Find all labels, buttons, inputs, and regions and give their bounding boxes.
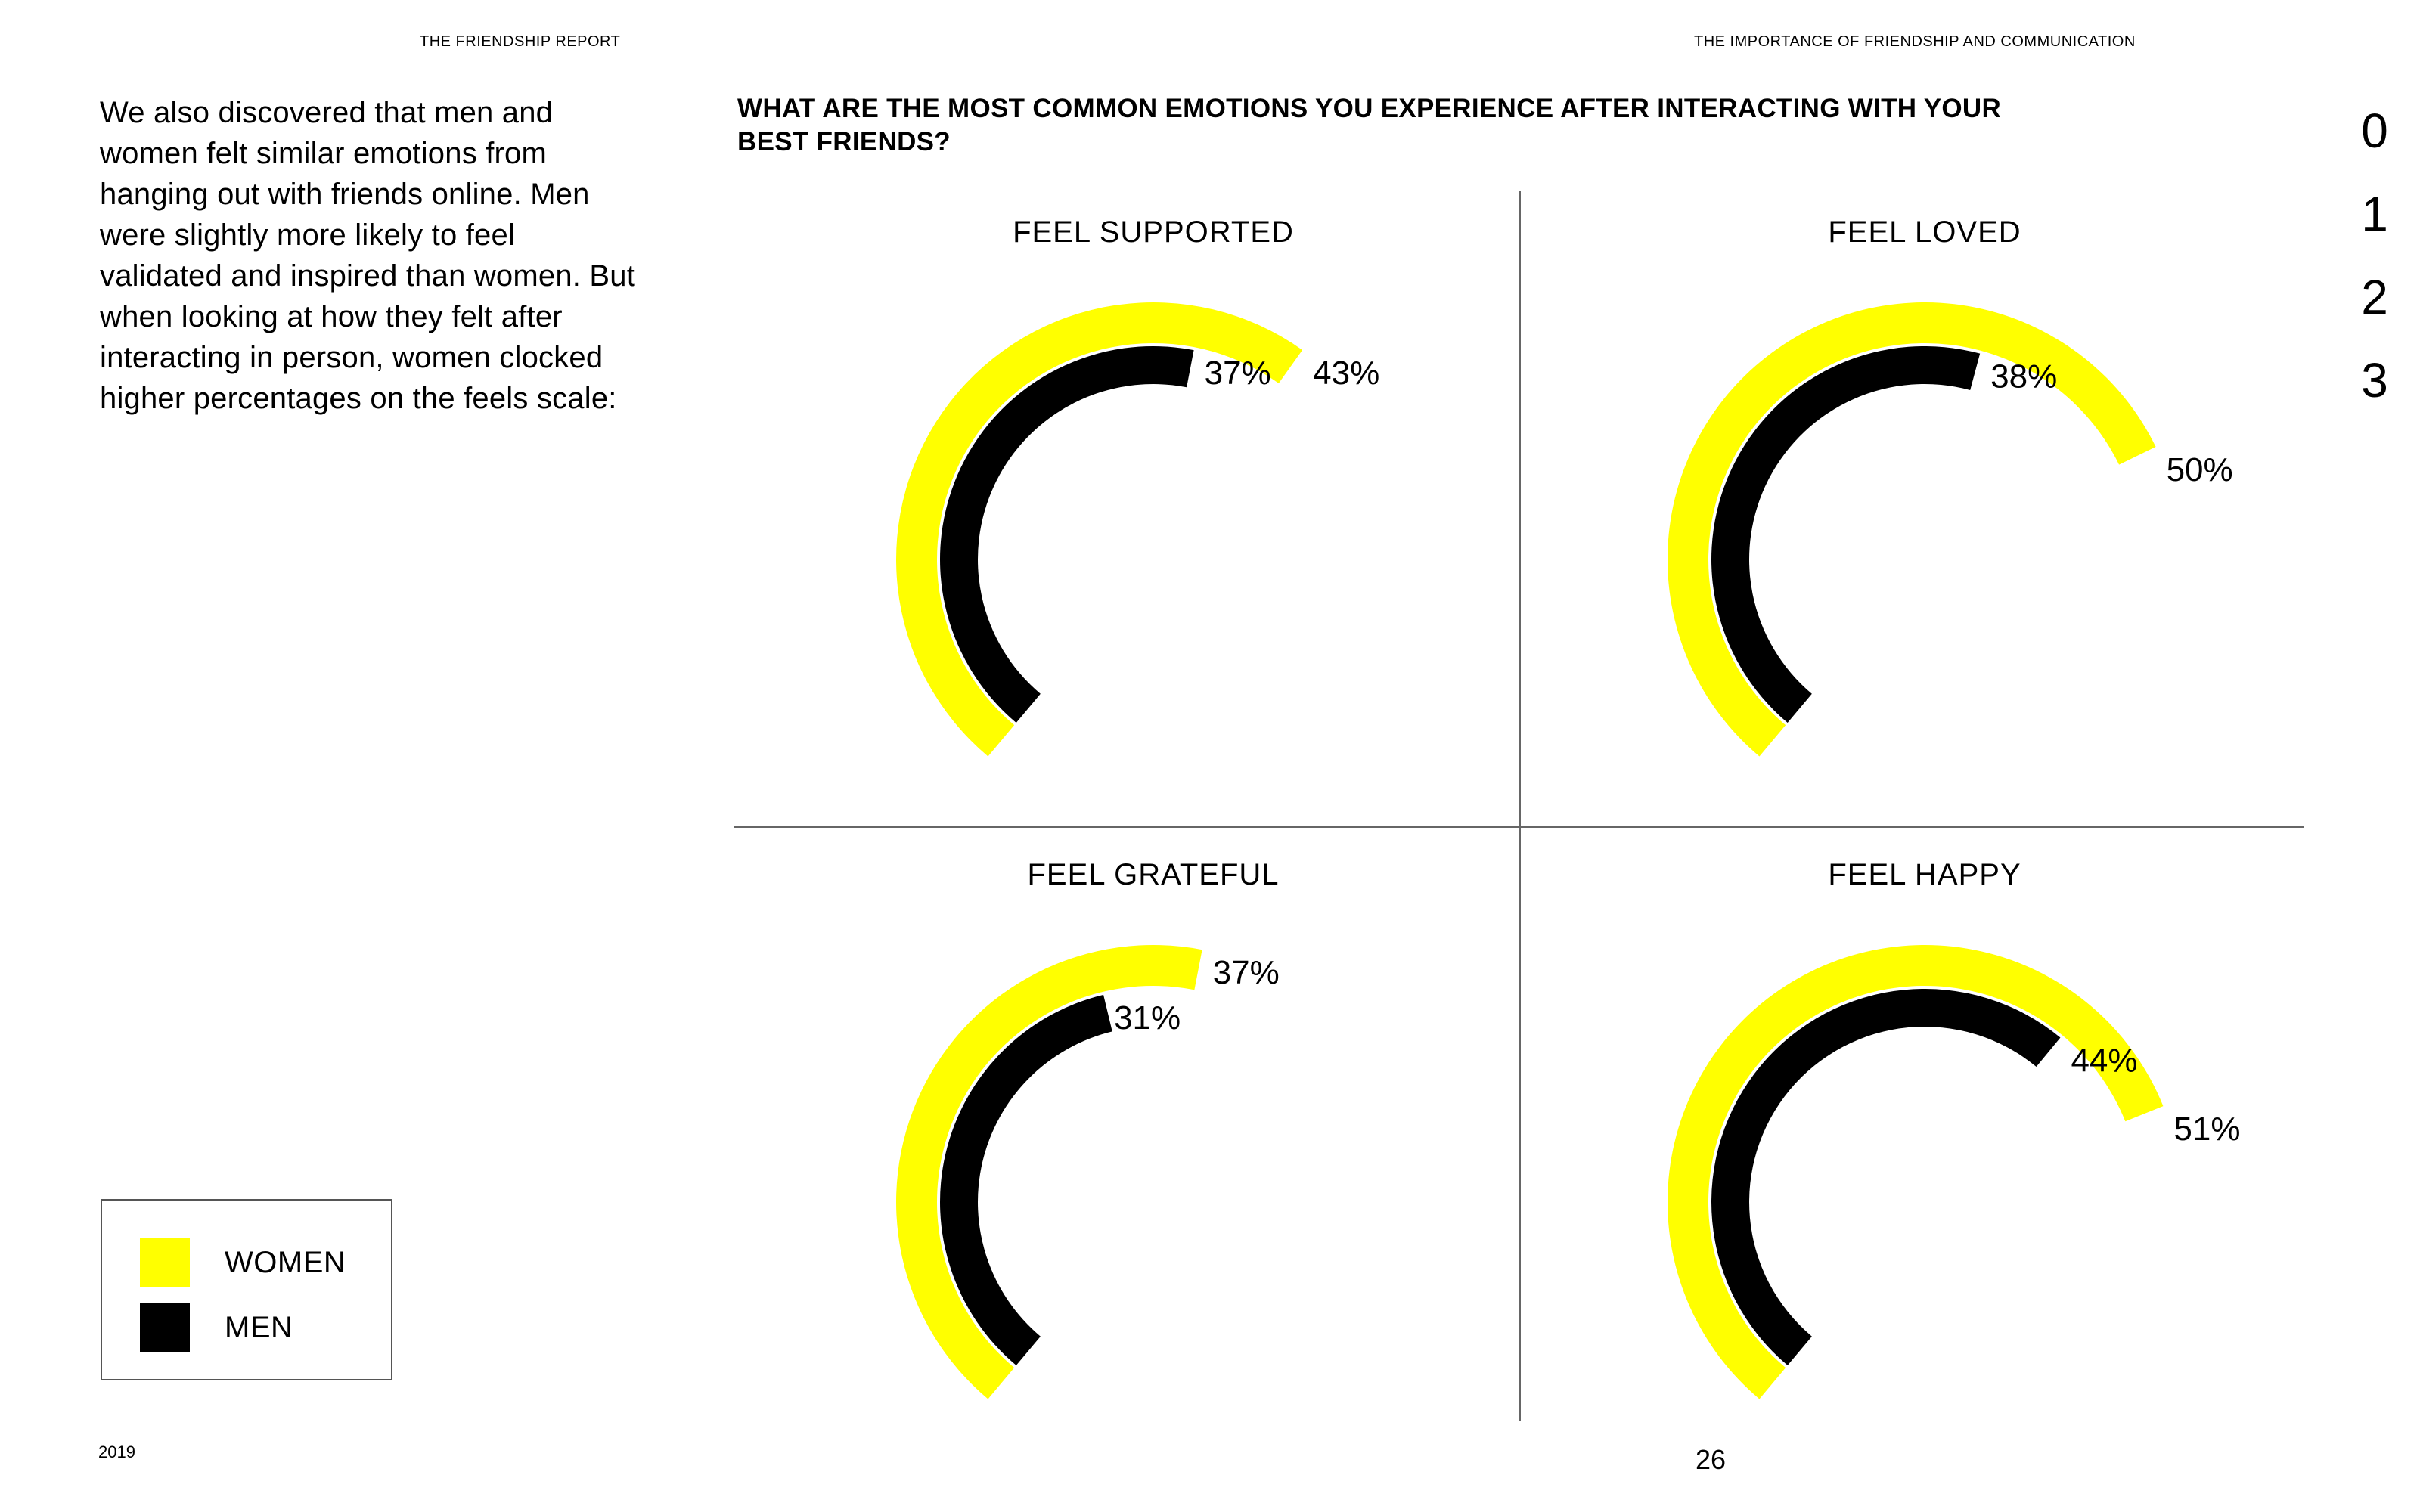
chart-title: FEEL HAPPY (1828, 858, 2021, 891)
arc-men (940, 346, 1194, 723)
legend-item-women: WOMEN (140, 1238, 346, 1287)
value-label-women: 50% (2167, 451, 2233, 488)
value-label-men: 44% (2071, 1042, 2137, 1079)
section-digit: 2 (2361, 270, 2388, 324)
legend-item-men: MEN (140, 1303, 293, 1352)
legend-swatch-men (140, 1303, 190, 1352)
value-label-men: 38% (1990, 358, 2057, 395)
section-digit: 3 (2361, 353, 2388, 407)
value-label-women: 43% (1313, 355, 1379, 392)
arc-men (939, 994, 1112, 1366)
value-label-women: 37% (1213, 954, 1280, 991)
running-header-left: THE FRIENDSHIP REPORT (420, 33, 621, 50)
section-digit: 1 (2361, 187, 2388, 241)
value-label-men: 37% (1205, 355, 1271, 392)
legend: WOMEN MEN (101, 1199, 392, 1380)
page-number: 26 (1696, 1444, 1727, 1475)
chart-title: FEEL SUPPORTED (1013, 215, 1294, 249)
footer-year: 2019 (98, 1442, 135, 1461)
arc-women (1667, 945, 2164, 1399)
legend-swatch-women (140, 1238, 190, 1287)
chart-title: FEEL LOVED (1828, 215, 2021, 249)
arc-men (1711, 989, 2061, 1366)
chart-question-title: WHAT ARE THE MOST COMMON EMOTIONS YOU EX… (737, 94, 2002, 156)
value-label-women: 51% (2173, 1111, 2240, 1148)
legend-label-women: WOMEN (225, 1245, 346, 1279)
section-digits: 0 1 2 3 (2352, 89, 2397, 422)
section-digit: 0 (2361, 104, 2388, 158)
arc-women (895, 302, 1303, 757)
running-header-right: THE IMPORTANCE OF FRIENDSHIP AND COMMUNI… (1694, 33, 2136, 50)
arc-men (1711, 346, 1981, 723)
arc-women (896, 945, 1202, 1399)
legend-label-men: MEN (225, 1310, 293, 1344)
value-label-men: 31% (1114, 999, 1181, 1036)
intro-paragraph: We also discovered that men and women fe… (100, 96, 636, 415)
chart-title: FEEL GRATEFUL (1027, 858, 1279, 891)
